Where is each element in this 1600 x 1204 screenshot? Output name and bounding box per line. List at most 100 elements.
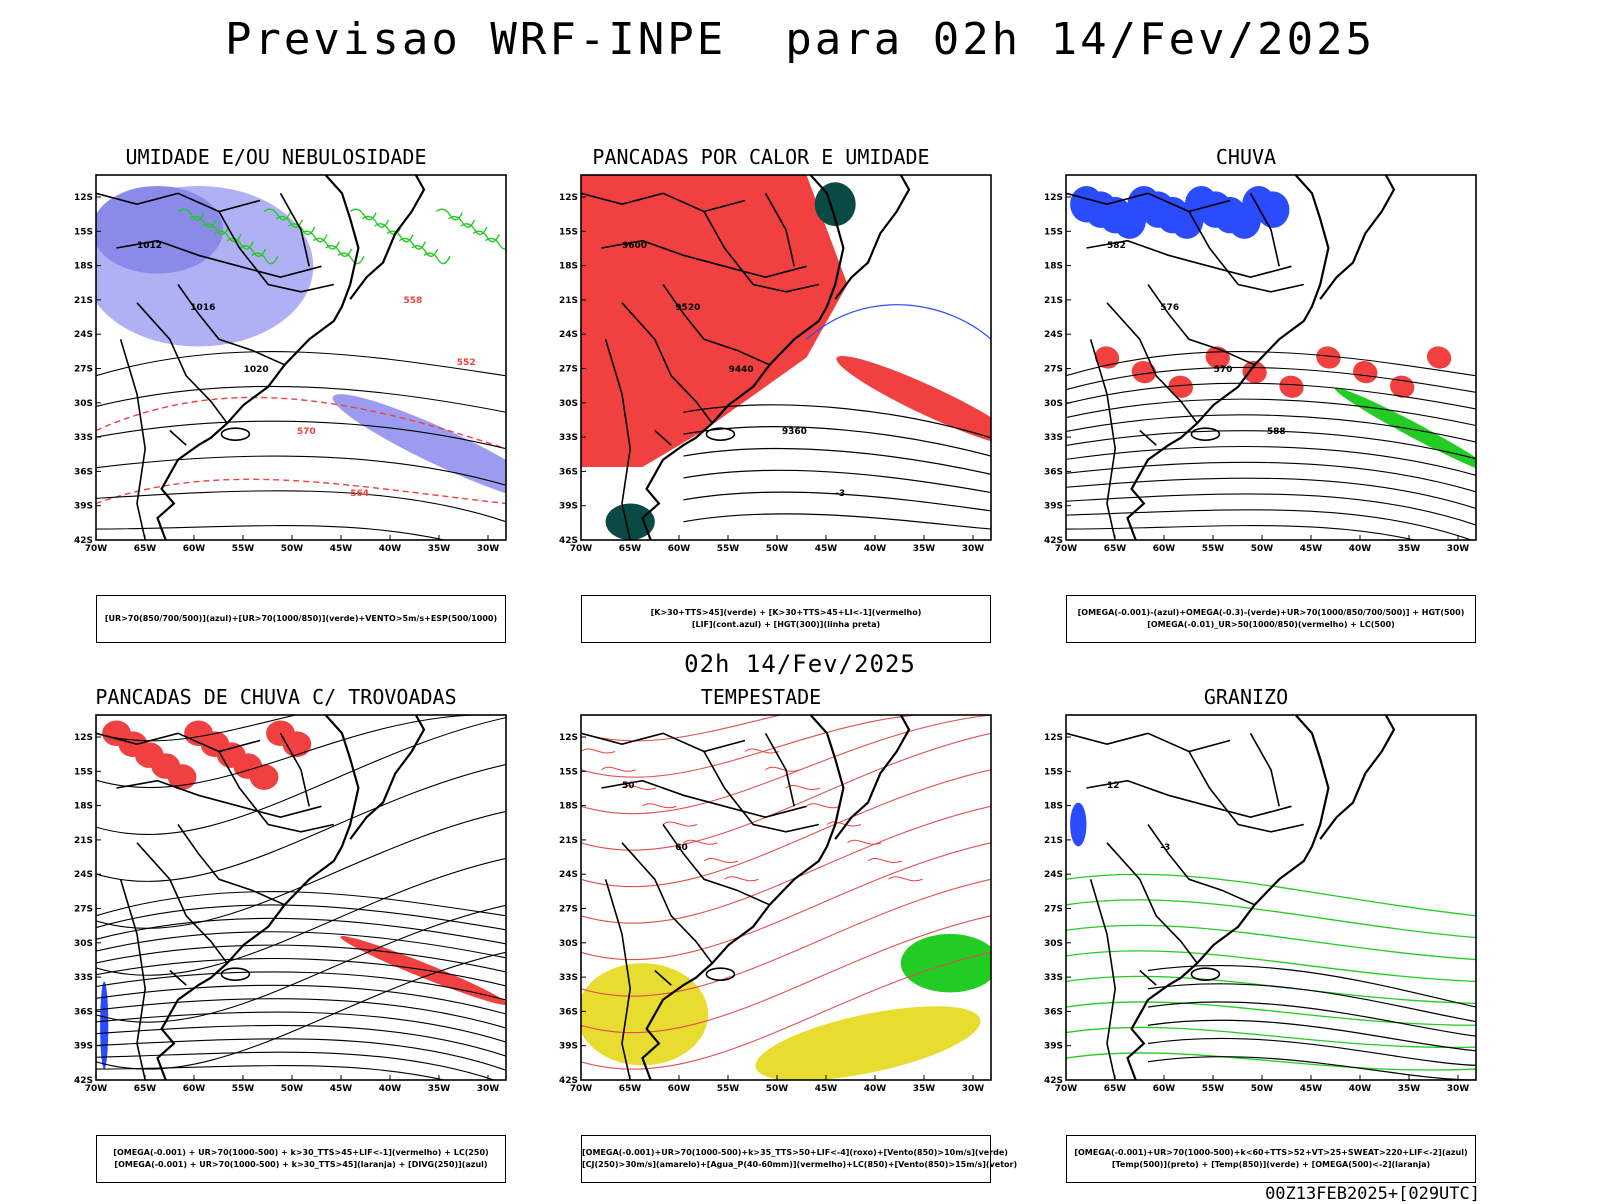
streamline [96,951,506,1070]
country-border [703,751,819,833]
lon-label: 55W [717,1084,740,1094]
temp850-contour [1066,950,1476,983]
streamline [96,984,506,1015]
country-border [279,732,310,807]
instability-area [581,175,848,467]
precip-water-contour [662,821,698,827]
thunder-area [249,764,279,790]
lon-label: 45W [815,544,838,554]
lon-label: 60W [668,544,691,554]
rain-band [1334,387,1476,474]
country-border [1147,284,1255,366]
instability-band [836,356,991,447]
lat-label: 21S [74,836,93,846]
streamline [96,917,506,945]
moisture-area [605,503,655,540]
temp500-contour [1147,983,1476,1023]
rain-area [1353,360,1378,384]
streamline [96,904,506,1023]
lat-label: 39S [1044,502,1063,512]
rain-area [1316,346,1341,369]
lon-label: 50W [766,1084,789,1094]
lagoon-outline [705,967,736,981]
jet-area [755,1006,981,1080]
legend-line: [OMEGA(-0.001) + UR>70(1000-500) + k>30_… [113,1148,489,1157]
lon-label: 40W [1349,1084,1372,1094]
lat-label: 18S [1044,262,1063,272]
panel-title: UMIDADE E/OU NEBULOSIDADE [125,145,427,169]
contour-label: 50 [622,781,635,791]
lat-label: 33S [1044,433,1063,443]
lon-label: 45W [815,1084,838,1094]
lat-label: 21S [74,296,93,306]
lon-label: 50W [1251,1084,1274,1094]
lon-label: 60W [1153,544,1176,554]
wind-area [900,934,991,993]
map: 9600 9520 9440 9360 -3 12S 15S 18S 21S 24S 27S 30S 3… [559,174,992,554]
lat-label: 42S [1044,1076,1063,1086]
streamline [96,717,506,835]
contour-label: 12 [1107,781,1120,791]
lon-label: 35W [913,544,936,554]
precip-water-contour [806,803,841,809]
country-border [119,879,147,1080]
streamline [96,957,506,987]
contour-label: 1012 [137,241,162,251]
lon-label: 30W [1447,1084,1470,1094]
humidity-contour [423,252,451,265]
country-border [1147,824,1255,906]
lon-label: 65W [1104,544,1127,554]
precip-water-contour [581,748,616,754]
coastline [641,715,845,1080]
legend-line: [CJ(250)>30m/s](amarelo)+[Agua_P(40-60mm… [582,1160,1018,1169]
contour-label: 9360 [782,427,807,437]
lat-label: 24S [74,330,93,340]
map: 1012 1016 1020 570 564 558 552 12S 15S 18S 21S 24S 2… [74,174,507,554]
thickness-contour [96,396,506,450]
contour-label: 570 [1214,365,1233,375]
panel-title: CHUVA [1215,145,1277,169]
height-contour [683,469,991,494]
country-border [279,192,310,267]
precip-water-contour [826,821,862,827]
lon-label: 55W [1202,1084,1225,1094]
lat-label: 39S [559,1042,578,1052]
country-border [169,429,187,446]
country-border [764,192,795,267]
contour-label: 582 [1107,241,1126,251]
country-border [116,239,322,279]
temp500-contour [1147,964,1476,1008]
lat-label: 39S [74,1042,93,1052]
lagoon-outline [220,967,251,981]
contour-label: 1020 [244,365,269,375]
temp850-contour [1066,873,1476,917]
streamline [96,715,506,789]
streamline [1066,493,1476,526]
coastline [156,715,360,1080]
panel-umidade: UMIDADE E/OU NEBULOSIDADE 1012 1016 1020 570… [46,145,507,643]
streamline [581,769,991,888]
legend-line: [OMEGA(-0.001) + UR>70(1000-500) + k>30_… [114,1160,488,1169]
lat-label: 42S [1044,536,1063,546]
panel-title: GRANIZO [1203,685,1289,709]
map-frame [1065,714,1477,1081]
temp500-contour [1147,1056,1476,1080]
country-border [621,302,713,424]
country-border [1086,779,1292,819]
lon-label: 70W [1055,1084,1078,1094]
streamline [96,971,506,1001]
streamline [1066,430,1476,460]
lon-label: 50W [1251,544,1274,554]
forecast-date: 02h 14/Fev/2025 [684,650,916,678]
panel-pancadas-calor: PANCADAS POR CALOR E UMIDADE 9600 9520 9440… [531,145,992,643]
contour-label: -3 [835,489,845,499]
lat-label: 18S [74,262,93,272]
country-border [662,284,770,366]
precip-water-contour [703,857,739,863]
map-background [1066,715,1476,1080]
lat-label: 42S [74,536,93,546]
country-border [218,211,334,293]
country-border [1188,211,1304,293]
lat-label: 27S [74,365,93,375]
country-border [1249,732,1280,807]
